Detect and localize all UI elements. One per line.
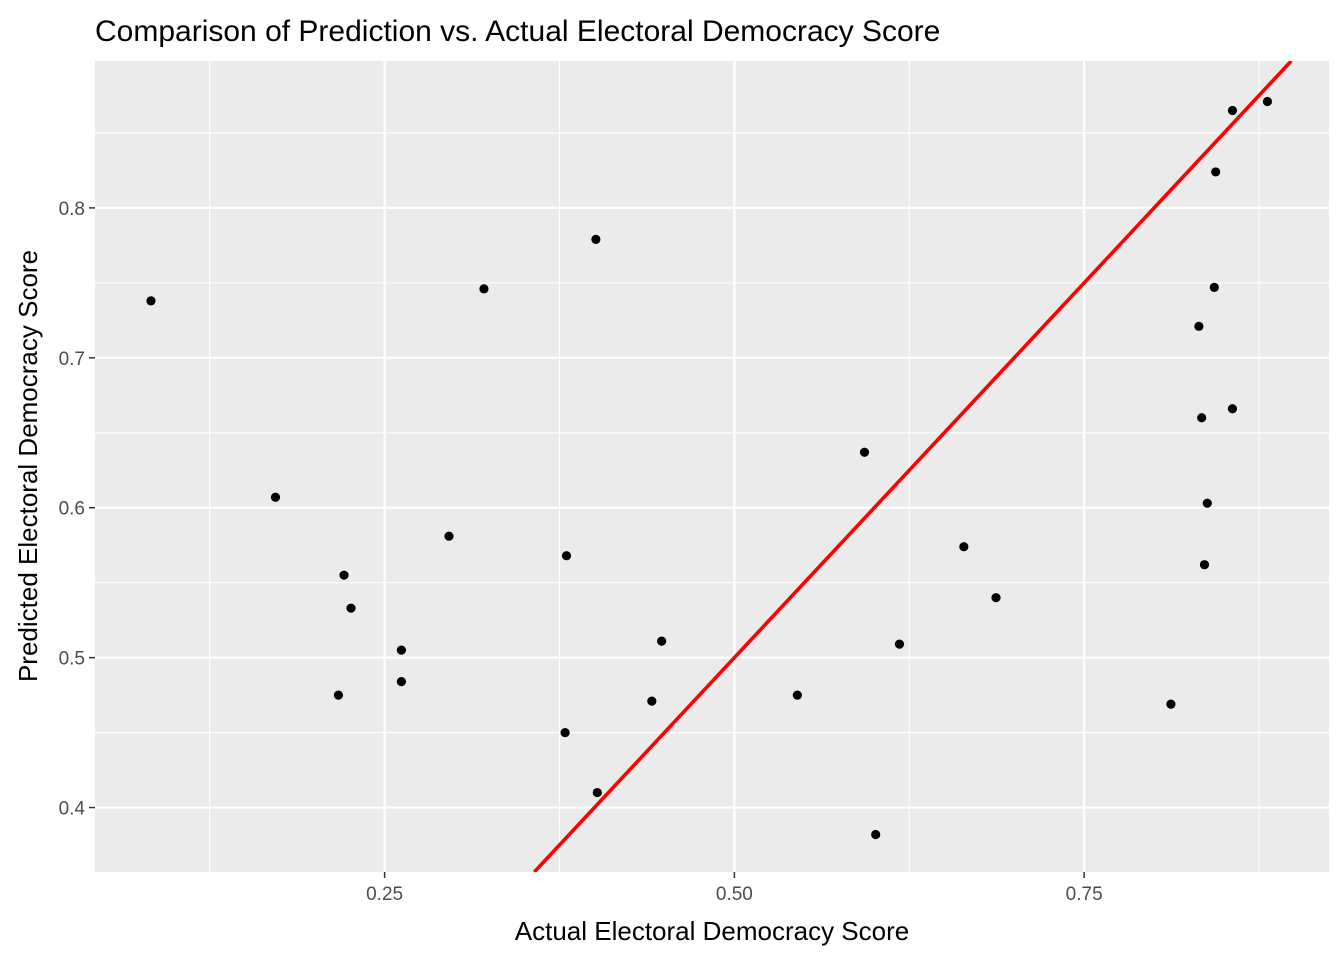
data-point — [860, 448, 869, 457]
data-point — [657, 637, 666, 646]
data-point — [1228, 106, 1237, 115]
y-tick-label: 0.4 — [59, 799, 86, 820]
y-axis-title: Predicted Electoral Democracy Score — [13, 250, 43, 682]
data-point — [334, 691, 343, 700]
data-point — [895, 640, 904, 649]
data-point — [1211, 167, 1220, 176]
data-point — [591, 235, 600, 244]
data-point — [479, 284, 488, 293]
y-tick-label: 0.6 — [59, 499, 85, 520]
x-axis: 0.25 0.50 0.75 — [366, 872, 1103, 905]
data-point — [146, 296, 155, 305]
data-point — [560, 728, 569, 737]
data-point — [1263, 97, 1272, 106]
data-point — [444, 532, 453, 541]
data-point — [339, 571, 348, 580]
x-tick-label: 0.50 — [716, 884, 753, 905]
x-axis-title: Actual Electoral Democracy Score — [515, 916, 909, 946]
y-tick-label: 0.7 — [59, 349, 85, 370]
x-tick-label: 0.25 — [366, 884, 403, 905]
data-point — [1210, 283, 1219, 292]
data-point — [397, 677, 406, 686]
y-tick-label: 0.8 — [59, 199, 85, 220]
data-point — [271, 493, 280, 502]
y-tick-label: 0.5 — [59, 649, 85, 670]
data-point — [397, 646, 406, 655]
data-point — [593, 788, 602, 797]
data-point — [1166, 700, 1175, 709]
data-point — [562, 551, 571, 560]
data-point — [991, 593, 1000, 602]
data-point — [1194, 322, 1203, 331]
data-point — [1228, 404, 1237, 413]
data-point — [1203, 499, 1212, 508]
data-point — [346, 604, 355, 613]
y-axis: 0.4 0.5 0.6 0.7 0.8 — [59, 199, 95, 820]
data-point — [647, 697, 656, 706]
data-point — [1200, 560, 1209, 569]
chart-title: Comparison of Prediction vs. Actual Elec… — [95, 15, 940, 48]
data-point — [959, 542, 968, 551]
data-point — [1197, 413, 1206, 422]
data-point — [871, 830, 880, 839]
data-point — [793, 691, 802, 700]
x-tick-label: 0.75 — [1066, 884, 1103, 905]
plot-panel — [95, 61, 1329, 872]
